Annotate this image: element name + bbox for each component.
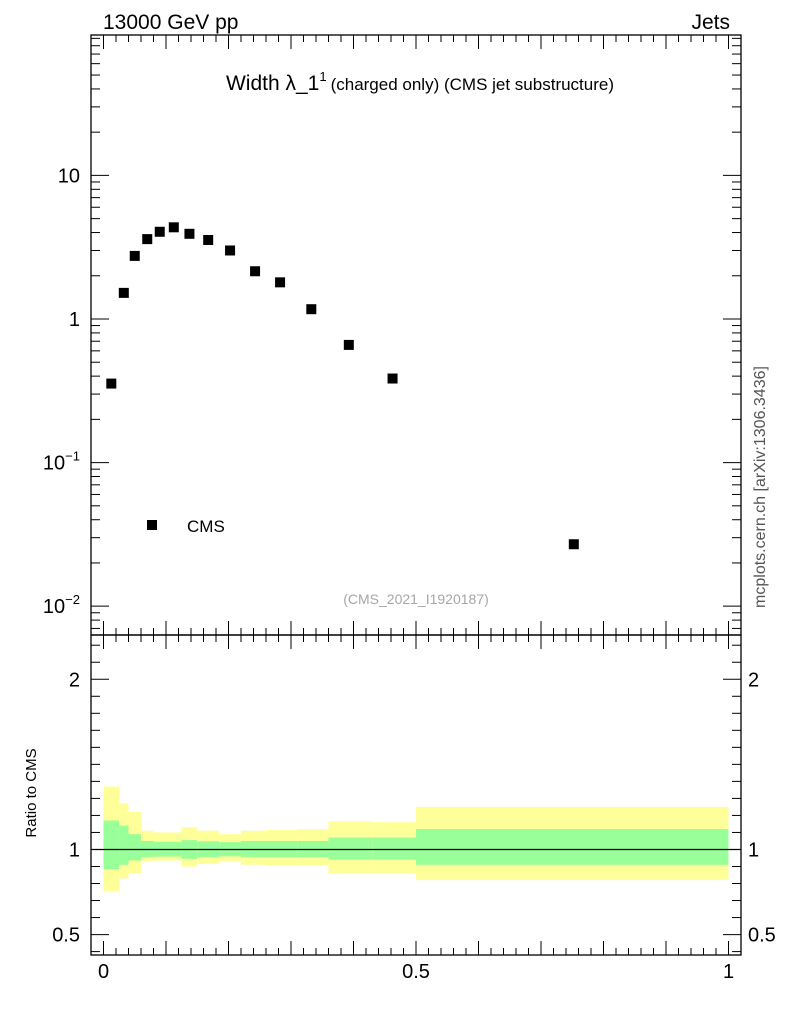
data-point: [118, 287, 129, 298]
x-tick-label: 1: [723, 961, 734, 983]
data-point: [568, 539, 579, 550]
process-label: Jets: [691, 11, 730, 34]
y-tick-label: 1: [69, 309, 80, 331]
ratio-y-tick-label: 1: [69, 839, 80, 861]
y-tick-label: 10: [58, 165, 80, 187]
data-point: [250, 266, 261, 277]
ratio-y-tick-label-right: 0.5: [748, 925, 776, 947]
title-main: Width λ_1: [226, 72, 319, 95]
legend-label-cms: CMS: [187, 517, 225, 536]
data-point: [154, 226, 165, 237]
inner-band: [103, 820, 120, 870]
data-point: [275, 277, 286, 288]
x-tick-label: 0: [98, 961, 109, 983]
y-tick-label: 10−1: [43, 449, 80, 475]
data-point: [387, 373, 398, 384]
main-plot-frame: [90, 34, 742, 636]
data-point: [106, 378, 117, 389]
data-point: [184, 228, 195, 239]
data-point: [343, 339, 354, 350]
data-point: [306, 304, 317, 315]
ratio-y-tick-label-right: 1: [748, 839, 759, 861]
legend-marker: [147, 520, 157, 530]
main-data-points: [106, 222, 579, 550]
x-tick-label: 0.5: [402, 961, 430, 983]
data-point: [168, 222, 179, 233]
inner-band: [328, 837, 373, 860]
ratio-y-tick-label-right: 2: [748, 669, 759, 691]
title-subtitle: (charged only) (CMS jet substructure): [331, 75, 614, 94]
inner-band: [372, 837, 416, 860]
ratio-plot-frame: [90, 634, 742, 956]
ratio-y-tick-label: 0.5: [52, 925, 80, 947]
inner-band: [119, 825, 129, 865]
plot-title: Width λ_11 (charged only) (CMS jet substr…: [226, 69, 614, 95]
data-point: [225, 245, 236, 256]
data-point: [129, 250, 140, 261]
main-axis-ticks: 10 1 10−1 10−2: [43, 35, 741, 635]
ratio-axis-ticks: 2 2 1 1 0.5 0.5 0 0.5 1: [52, 635, 776, 983]
ratio-y-tick-label: 2: [69, 669, 80, 691]
source-side-label: mcplots.cern.ch [arXiv:1306.3436]: [752, 366, 769, 608]
energy-label: 13000 GeV pp: [103, 11, 238, 34]
data-point: [203, 234, 214, 245]
data-point: [142, 234, 153, 245]
ratio-bands: [91, 786, 741, 892]
inner-band: [128, 834, 141, 861]
ratio-ylabel: Ratio to CMS: [23, 748, 40, 837]
analysis-id: (CMS_2021_I1920187): [343, 591, 489, 607]
title-superscript: 1: [319, 69, 326, 84]
inner-band: [416, 829, 729, 865]
y-tick-label: 10−2: [43, 592, 80, 618]
